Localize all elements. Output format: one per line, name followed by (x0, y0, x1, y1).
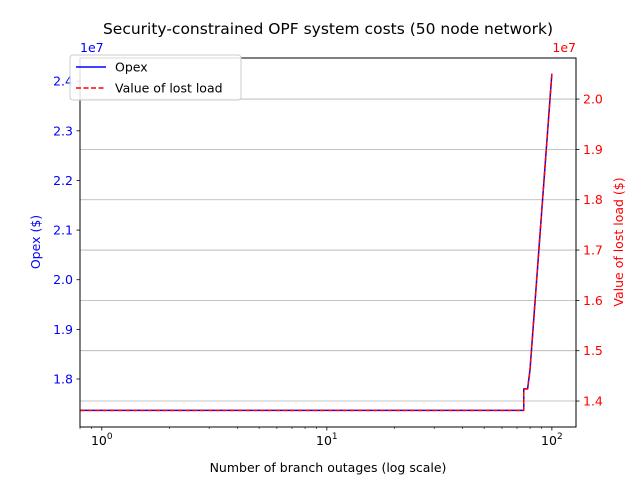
left-tick-label: 1.9 (53, 322, 73, 337)
left-tick-label: 2.3 (53, 123, 73, 138)
left-tick-label: 2.2 (53, 173, 73, 188)
x-tick-label-exponent: 2 (557, 432, 563, 442)
right-axis-offset-text: 1e7 (552, 40, 576, 55)
right-tick-label: 1.4 (583, 394, 603, 409)
right-tick-label: 1.9 (583, 142, 603, 157)
chart-title: Security-constrained OPF system costs (5… (103, 20, 553, 38)
series-layer (80, 73, 553, 412)
left-tick-label: 2.0 (53, 272, 73, 287)
right-tick-label: 1.5 (583, 343, 603, 358)
axis-layer: 100 101 1021.81.92.02.12.22.32.41.41.51.61… (53, 74, 603, 448)
legend-label-opex: Opex (115, 60, 148, 75)
x-tick-label-exponent: 1 (332, 432, 338, 442)
x-tick-label-exponent: 0 (107, 432, 113, 442)
legend-box (69, 54, 242, 101)
right-tick-label: 2.0 (583, 92, 603, 107)
legend: Opex Value of lost load (69, 54, 242, 101)
right-tick-label: 1.6 (583, 293, 603, 308)
grid-layer (80, 98, 576, 402)
right-tick-label: 1.7 (583, 243, 603, 258)
legend-label-value-of-lost-load: Value of lost load (115, 81, 223, 96)
series-line-value-of-lost-load (80, 73, 553, 412)
left-axis-offset-text: 1e7 (80, 40, 104, 55)
left-tick-label: 2.1 (53, 223, 73, 238)
left-axis-label: Opex ($) (28, 215, 43, 269)
right-tick-label: 1.8 (583, 192, 603, 207)
left-tick-label: 1.8 (53, 372, 73, 387)
plot-frame (79, 57, 577, 428)
x-axis-label: Number of branch outages (log scale) (210, 460, 447, 475)
right-axis-label: Value of lost load ($) (611, 177, 626, 306)
left-tick-label: 2.4 (53, 74, 73, 89)
